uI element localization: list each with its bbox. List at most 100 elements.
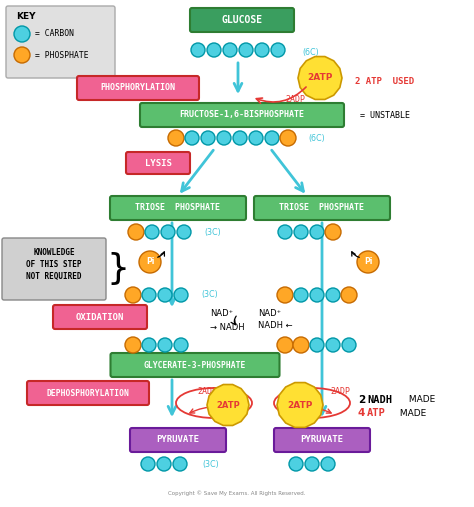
Text: 2ADP: 2ADP [285, 95, 305, 104]
Circle shape [326, 288, 340, 302]
Circle shape [177, 225, 191, 239]
Text: (6C): (6C) [308, 133, 325, 142]
Text: = CARBON: = CARBON [35, 29, 74, 39]
FancyArrowPatch shape [352, 252, 359, 258]
Circle shape [217, 131, 231, 145]
Circle shape [168, 130, 184, 146]
Text: (3C): (3C) [204, 228, 221, 236]
Text: 2ADP: 2ADP [197, 387, 217, 396]
FancyBboxPatch shape [140, 103, 344, 127]
Text: DEPHOSPHORYLATION: DEPHOSPHORYLATION [46, 388, 129, 397]
FancyBboxPatch shape [6, 6, 115, 78]
Circle shape [201, 131, 215, 145]
Circle shape [310, 338, 324, 352]
Circle shape [157, 457, 171, 471]
Text: 2 ATP  USED: 2 ATP USED [355, 78, 414, 87]
Text: NADH ←: NADH ← [258, 321, 292, 331]
FancyBboxPatch shape [110, 353, 280, 377]
FancyBboxPatch shape [274, 428, 370, 452]
Circle shape [342, 338, 356, 352]
Text: ATP: ATP [367, 408, 386, 418]
FancyArrowPatch shape [158, 252, 164, 257]
Text: → NADH: → NADH [210, 323, 245, 333]
Circle shape [125, 287, 141, 303]
FancyBboxPatch shape [2, 238, 106, 300]
Circle shape [357, 251, 379, 273]
Text: NADH: NADH [367, 395, 392, 405]
FancyArrowPatch shape [287, 408, 331, 416]
FancyBboxPatch shape [110, 196, 246, 220]
Circle shape [158, 338, 172, 352]
Text: 2: 2 [358, 395, 365, 405]
Circle shape [173, 457, 187, 471]
Text: = UNSTABLE: = UNSTABLE [360, 111, 410, 120]
Circle shape [141, 457, 155, 471]
Circle shape [233, 131, 247, 145]
Circle shape [174, 338, 188, 352]
Text: GLUCOSE: GLUCOSE [221, 15, 263, 25]
FancyArrowPatch shape [190, 407, 242, 416]
Circle shape [14, 26, 30, 42]
Circle shape [310, 225, 324, 239]
FancyBboxPatch shape [77, 76, 199, 100]
Text: TRIOSE  PHOSPHATE: TRIOSE PHOSPHATE [136, 203, 220, 212]
Text: }: } [106, 252, 129, 286]
Circle shape [305, 457, 319, 471]
Text: OF THIS STEP: OF THIS STEP [26, 260, 82, 269]
Circle shape [161, 225, 175, 239]
Text: LYSIS: LYSIS [145, 159, 172, 167]
Text: KNOWLEDGE: KNOWLEDGE [33, 248, 75, 257]
FancyBboxPatch shape [254, 196, 390, 220]
Text: PYRUVATE: PYRUVATE [301, 436, 344, 445]
FancyBboxPatch shape [53, 305, 147, 329]
Circle shape [326, 338, 340, 352]
Circle shape [128, 224, 144, 240]
Circle shape [125, 337, 141, 353]
FancyBboxPatch shape [190, 8, 294, 32]
Circle shape [280, 130, 296, 146]
Text: FRUCTOSE-1,6-BISPHOSPHATE: FRUCTOSE-1,6-BISPHOSPHATE [180, 111, 304, 120]
Circle shape [341, 287, 357, 303]
Text: 2ADP: 2ADP [330, 387, 350, 396]
FancyArrowPatch shape [231, 316, 236, 325]
FancyBboxPatch shape [130, 428, 226, 452]
Text: PHOSPHORYLATION: PHOSPHORYLATION [100, 84, 175, 92]
FancyArrowPatch shape [256, 87, 306, 103]
Circle shape [271, 43, 285, 57]
Circle shape [255, 43, 269, 57]
Text: NAD⁺: NAD⁺ [210, 309, 233, 318]
Text: 4: 4 [358, 408, 365, 418]
FancyBboxPatch shape [126, 152, 190, 174]
Circle shape [293, 337, 309, 353]
Text: MADE: MADE [406, 395, 435, 405]
Circle shape [294, 288, 308, 302]
Text: 2ATP: 2ATP [216, 401, 240, 410]
Text: 2ATP: 2ATP [287, 401, 313, 410]
Text: = PHOSPHATE: = PHOSPHATE [35, 51, 89, 59]
Circle shape [14, 47, 30, 63]
Circle shape [158, 288, 172, 302]
Text: Pi: Pi [364, 258, 372, 267]
Text: PYRUVATE: PYRUVATE [156, 436, 200, 445]
Circle shape [325, 224, 341, 240]
Circle shape [289, 457, 303, 471]
Circle shape [207, 43, 221, 57]
Text: Copyright © Save My Exams. All Rights Reserved.: Copyright © Save My Exams. All Rights Re… [168, 490, 306, 496]
Text: 2ATP: 2ATP [307, 74, 333, 83]
Text: TRIOSE  PHOSPHATE: TRIOSE PHOSPHATE [280, 203, 365, 212]
Text: MADE: MADE [397, 409, 426, 417]
Text: KEY: KEY [16, 12, 36, 21]
Circle shape [277, 287, 293, 303]
Circle shape [142, 288, 156, 302]
Circle shape [191, 43, 205, 57]
Circle shape [142, 338, 156, 352]
Text: (6C): (6C) [302, 48, 319, 56]
Circle shape [321, 457, 335, 471]
Circle shape [239, 43, 253, 57]
Circle shape [310, 288, 324, 302]
Text: NAD⁺: NAD⁺ [258, 309, 281, 318]
Text: GLYCERATE-3-PHOSPHATE: GLYCERATE-3-PHOSPHATE [144, 360, 246, 370]
Circle shape [278, 225, 292, 239]
Circle shape [139, 251, 161, 273]
Text: Pi: Pi [146, 258, 154, 267]
